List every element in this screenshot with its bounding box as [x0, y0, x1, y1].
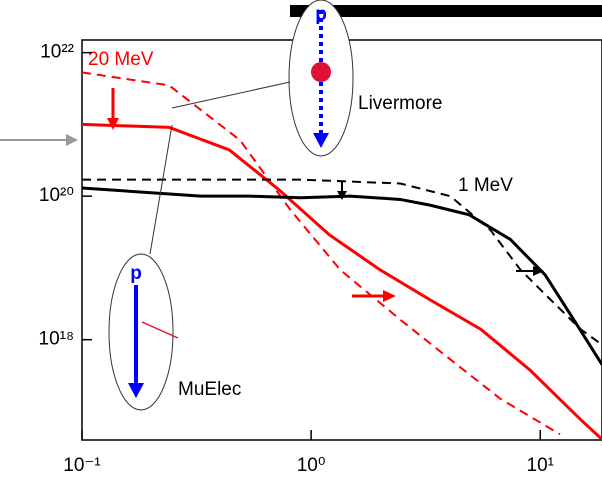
delta-ray [141, 321, 179, 339]
y-tick-label: 10²² [40, 42, 74, 63]
arrowhead [128, 383, 144, 398]
arrowhead [533, 266, 544, 276]
arrowhead [337, 191, 347, 200]
target [311, 62, 331, 82]
annotation: 1 MeV [458, 175, 513, 196]
annotation: Livermore [358, 93, 442, 114]
curve [82, 178, 602, 346]
y-tick-label: 10²⁰ [39, 185, 74, 206]
annotation: 20 MeV [88, 49, 154, 70]
muelec-ellipse [108, 253, 174, 411]
annotation: p [315, 4, 327, 25]
arrowhead [107, 118, 119, 130]
curves [81, 71, 602, 441]
y-tick-label: 10¹⁸ [39, 329, 74, 350]
pointer [171, 81, 291, 109]
x-tick-label: 10⁻¹ [63, 455, 101, 476]
x-tick-label: 10¹ [527, 455, 554, 476]
top-bar [290, 5, 602, 17]
curve [81, 71, 561, 436]
arrowhead [66, 134, 78, 146]
arrowhead [313, 133, 329, 148]
pointer [149, 124, 173, 255]
x-tick-label: 10⁰ [297, 455, 326, 476]
arrowhead [383, 290, 396, 302]
curve [81, 186, 602, 366]
curve [81, 122, 602, 441]
annotation: p [130, 263, 142, 284]
annotation: MuElec [178, 379, 241, 400]
decorations [0, 0, 544, 411]
